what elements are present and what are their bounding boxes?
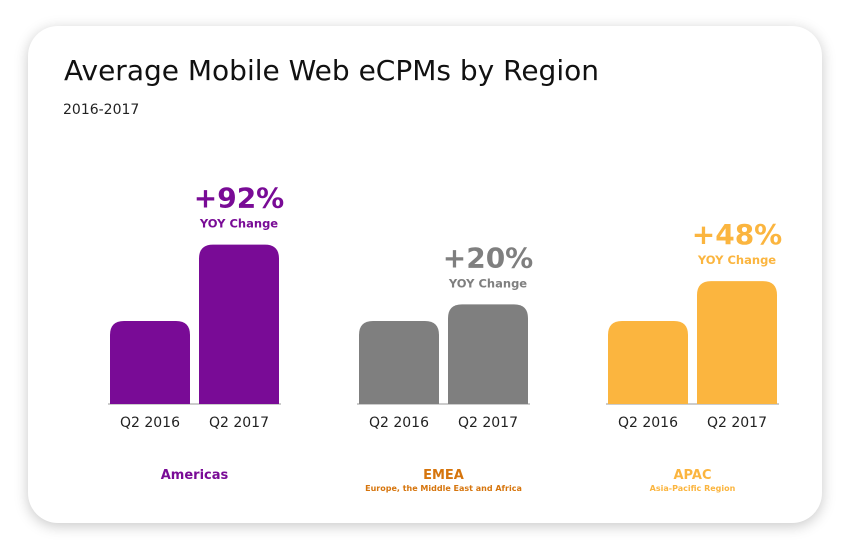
bar-apac-q2-2016 bbox=[608, 321, 688, 404]
region-description-apac: Asia-Pacific Region bbox=[650, 484, 736, 493]
change-caption-apac: YOY Change bbox=[697, 253, 776, 267]
change-label-apac: +48% bbox=[692, 218, 782, 251]
bar-apac-q2-2017 bbox=[697, 281, 777, 404]
bar-americas-q2-2017 bbox=[199, 244, 279, 404]
tick-label: Q2 2017 bbox=[209, 415, 269, 431]
region-label-americas: Americas bbox=[161, 468, 229, 483]
bar-emea-q2-2017 bbox=[448, 304, 528, 404]
tick-label: Q2 2017 bbox=[707, 415, 767, 431]
change-label-americas: +92% bbox=[194, 182, 284, 215]
bar-americas-q2-2016 bbox=[110, 321, 190, 404]
chart-subtitle: 2016-2017 bbox=[63, 102, 140, 118]
chart-title: Average Mobile Web eCPMs by Region bbox=[64, 54, 599, 87]
tick-label: Q2 2016 bbox=[618, 415, 678, 431]
tick-label: Q2 2016 bbox=[369, 415, 429, 431]
change-label-emea: +20% bbox=[443, 241, 533, 274]
region-label-emea: EMEA bbox=[423, 468, 464, 483]
region-label-apac: APAC bbox=[674, 468, 712, 483]
bar-emea-q2-2016 bbox=[359, 321, 439, 404]
region-description-emea: Europe, the Middle East and Africa bbox=[365, 484, 522, 493]
change-caption-americas: YOY Change bbox=[199, 217, 278, 231]
tick-label: Q2 2016 bbox=[120, 415, 180, 431]
change-caption-emea: YOY Change bbox=[448, 276, 527, 290]
chart-card bbox=[28, 26, 822, 523]
tick-label: Q2 2017 bbox=[458, 415, 518, 431]
